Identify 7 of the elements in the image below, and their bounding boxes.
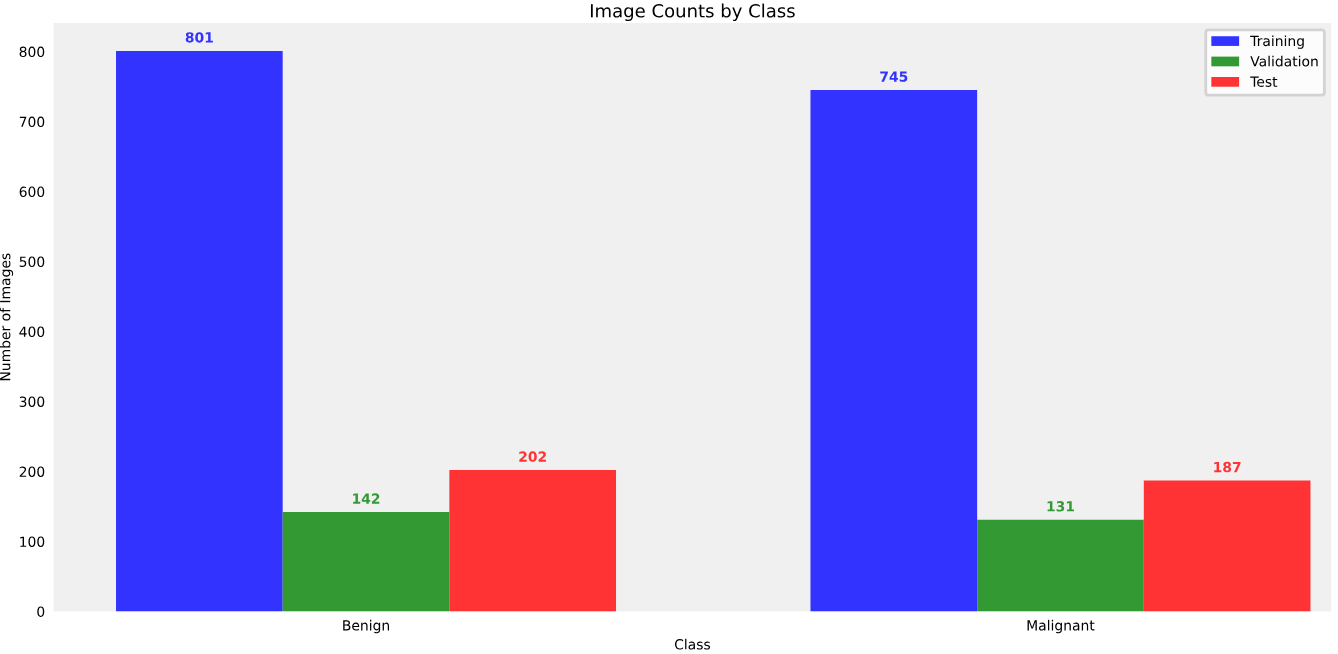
chart-title: Image Counts by Class bbox=[590, 3, 795, 22]
bar bbox=[449, 470, 617, 612]
bar bbox=[977, 519, 1144, 612]
bar bbox=[1143, 480, 1311, 612]
bar bbox=[810, 90, 978, 612]
bar bbox=[282, 512, 450, 612]
bar bbox=[116, 50, 283, 612]
